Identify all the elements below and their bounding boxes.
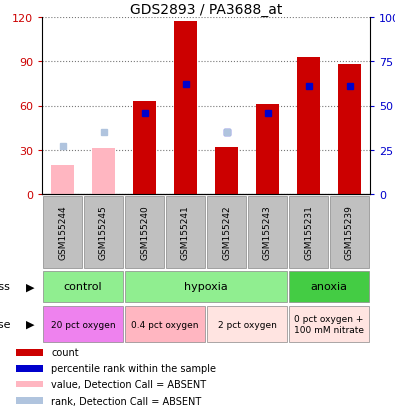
Bar [297,58,320,195]
Text: 2 pct oxygen: 2 pct oxygen [218,320,276,329]
Text: stress: stress [0,282,10,292]
Bar [133,102,156,195]
Bar [166,196,205,268]
Text: 0 pct oxygen +
100 mM nitrate: 0 pct oxygen + 100 mM nitrate [294,315,364,334]
Bar [16,397,43,404]
Text: control: control [64,282,102,292]
Bar [43,306,123,342]
Bar [289,306,369,342]
Bar [16,365,43,372]
Bar [207,306,287,342]
Text: ▶: ▶ [26,319,34,329]
Text: count: count [51,347,79,357]
Bar [256,105,279,195]
Bar [16,381,43,387]
Text: anoxia: anoxia [310,282,348,292]
Bar [43,196,82,268]
Text: GSM155242: GSM155242 [222,205,231,259]
Text: 20 pct oxygen: 20 pct oxygen [51,320,115,329]
Bar [338,65,361,195]
Bar [330,196,369,268]
Text: GSM155241: GSM155241 [181,204,190,259]
Bar [207,196,246,268]
Bar [16,349,43,356]
Bar [125,271,287,302]
Bar [215,147,238,195]
Bar [248,196,287,268]
Text: GSM155240: GSM155240 [140,204,149,259]
Bar [125,306,205,342]
Bar [84,196,123,268]
Text: dose: dose [0,319,10,329]
Text: GSM155244: GSM155244 [58,205,67,259]
Text: GSM155231: GSM155231 [304,204,313,259]
Text: GSM155239: GSM155239 [345,204,354,259]
Text: GSM155243: GSM155243 [263,204,272,259]
Bar [125,196,164,268]
Text: hypoxia: hypoxia [184,282,228,292]
Bar [92,149,115,195]
Bar [174,22,197,195]
Text: GSM155245: GSM155245 [99,204,108,259]
Title: GDS2893 / PA3688_at: GDS2893 / PA3688_at [130,3,282,17]
Text: 0.4 pct oxygen: 0.4 pct oxygen [131,320,199,329]
Bar [51,165,74,195]
Text: value, Detection Call = ABSENT: value, Detection Call = ABSENT [51,379,207,389]
Bar [43,271,123,302]
Bar [289,196,328,268]
Text: percentile rank within the sample: percentile rank within the sample [51,363,216,373]
Text: rank, Detection Call = ABSENT: rank, Detection Call = ABSENT [51,396,201,406]
Bar [289,271,369,302]
Text: ▶: ▶ [26,282,34,292]
